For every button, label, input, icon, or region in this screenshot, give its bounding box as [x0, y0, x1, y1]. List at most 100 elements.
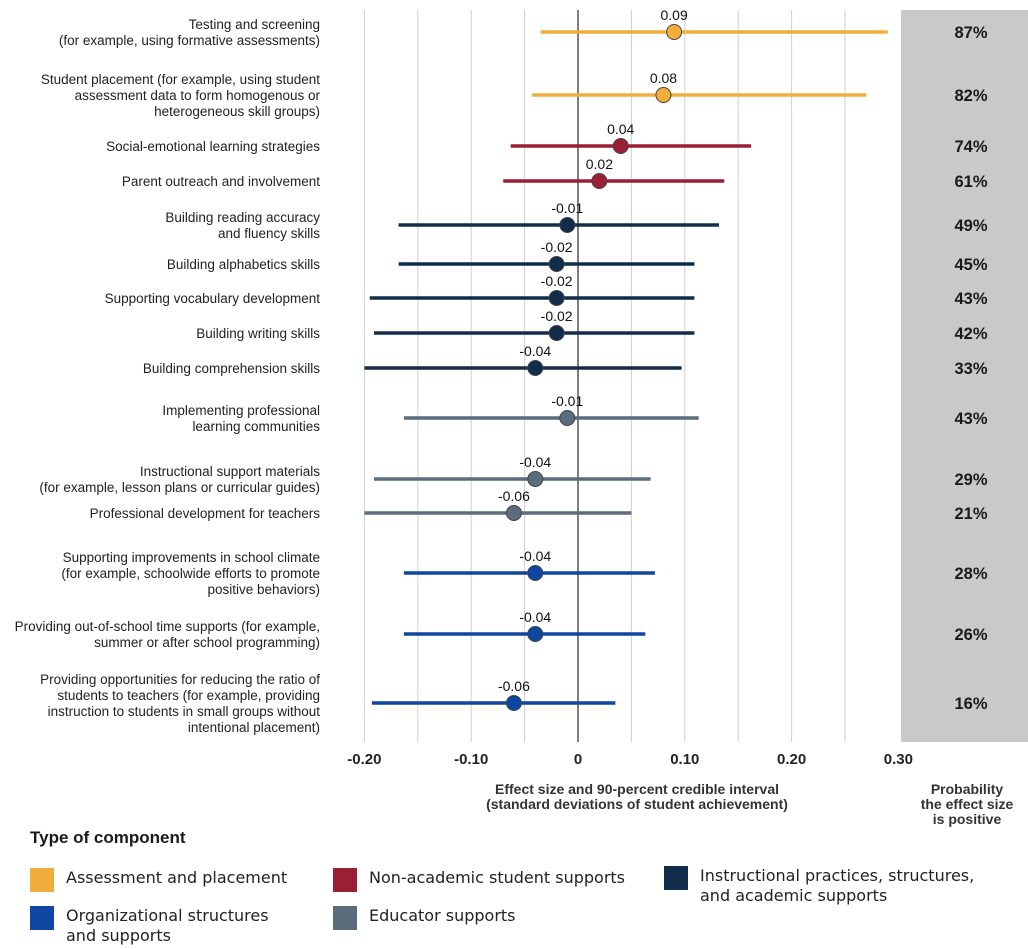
legend-item-assessment: Assessment and placement	[30, 868, 287, 892]
probability-value: 21%	[954, 505, 987, 523]
row-label: Providing opportunities for reducing the…	[40, 672, 320, 735]
point-estimate	[527, 565, 544, 581]
legend-label-nonacademic: Non-academic student supports	[369, 868, 626, 887]
point-estimate	[666, 24, 683, 40]
x-tick-label: 0.30	[884, 751, 913, 768]
point-estimate	[527, 360, 544, 376]
legend-label-assessment: Assessment and placement	[66, 868, 288, 887]
x-tick-label: 0	[574, 751, 582, 768]
forest-row: Providing out-of-school time supports (f…	[15, 609, 988, 650]
forest-row: Student placement (for example, using st…	[41, 70, 988, 119]
row-label: Building comprehension skills	[143, 361, 320, 376]
estimate-label: -0.02	[541, 308, 573, 324]
probability-value: 26%	[954, 626, 987, 644]
legend-item-educator: Educator supports	[333, 906, 516, 930]
probability-value: 61%	[954, 173, 987, 191]
row-label: Providing out-of-school time supports (f…	[15, 619, 320, 650]
forest-row: Supporting vocabulary development -0.02 43…	[105, 273, 988, 308]
row-label: Testing and screening (for example, using…	[59, 17, 320, 48]
estimate-label: -0.01	[551, 393, 583, 409]
row-label: Parent outreach and involvement	[122, 174, 320, 189]
probability-value: 16%	[954, 695, 987, 713]
probability-value: 87%	[954, 24, 987, 42]
probability-value: 49%	[954, 217, 987, 235]
forest-row: Implementing professional learning commun…	[162, 393, 987, 434]
legend-label-instructional: Instructional practices, structures, and …	[700, 866, 975, 905]
estimate-label: 0.08	[650, 70, 677, 86]
estimate-label: -0.06	[498, 488, 530, 504]
x-tick-label: 0.10	[670, 751, 699, 768]
point-estimate	[505, 505, 522, 521]
legend-swatch-nonacademic	[333, 868, 357, 892]
estimate-label: 0.02	[586, 156, 613, 172]
point-estimate	[655, 87, 672, 103]
point-estimate	[505, 695, 522, 711]
x-tick-label: 0.20	[777, 751, 806, 768]
probability-value: 33%	[954, 360, 987, 378]
point-estimate	[591, 173, 608, 189]
probability-value: 45%	[954, 256, 987, 274]
point-estimate	[548, 325, 565, 341]
forest-row: Supporting improvements in school climat…	[61, 548, 987, 597]
forest-row: Social-emotional learning strategies 0.04…	[106, 121, 988, 156]
probability-value: 82%	[954, 87, 987, 105]
forest-plot: -0.20 -0.10 0 0.10 0.20 0.30 Effect size and 9…	[15, 7, 1028, 827]
probability-value: 43%	[954, 290, 987, 308]
forest-row: Building writing skills -0.02 42%	[196, 308, 988, 343]
x-axis-title: Effect size and 90-percent credible inte…	[486, 781, 788, 812]
probability-value: 43%	[954, 410, 987, 428]
row-label: Professional development for teachers	[90, 506, 321, 521]
x-tick-label: -0.10	[454, 751, 488, 768]
estimate-label: -0.04	[519, 343, 551, 359]
point-estimate	[527, 471, 544, 487]
point-estimate	[548, 256, 565, 272]
probability-header: Probability the effect size is positive	[921, 781, 1014, 827]
probability-panel	[901, 10, 1028, 742]
estimate-label: 0.04	[607, 121, 634, 137]
estimate-label: -0.02	[541, 273, 573, 289]
row-label: Building alphabetics skills	[167, 257, 320, 272]
legend-swatch-educator	[333, 906, 357, 930]
point-estimate	[559, 217, 576, 233]
legend-title: Type of component	[30, 828, 186, 847]
forest-row: Testing and screening (for example, using…	[59, 7, 988, 48]
forest-row: Professional development for teachers -0.…	[90, 488, 988, 523]
row-label: Supporting vocabulary development	[105, 291, 321, 306]
estimate-label: -0.04	[519, 609, 551, 625]
row-label: Implementing professional learning commun…	[162, 403, 320, 434]
row-label: Social-emotional learning strategies	[106, 139, 320, 154]
point-estimate	[559, 410, 576, 426]
legend-item-nonacademic: Non-academic student supports	[333, 868, 625, 892]
legend: Type of component Assessment and placeme…	[30, 828, 1020, 949]
row-label: Instructional support materials (for exam…	[39, 464, 320, 495]
row-label: Building writing skills	[196, 326, 320, 341]
legend-label-organizational: Organizational structures and supports	[66, 906, 269, 945]
estimate-label: -0.01	[551, 200, 583, 216]
point-estimate	[612, 138, 629, 154]
estimate-label: 0.09	[660, 7, 687, 23]
forest-row: Parent outreach and involvement 0.02 61%	[122, 156, 988, 191]
estimate-label: -0.04	[519, 454, 551, 470]
forest-row: Providing opportunities for reducing the…	[40, 672, 988, 735]
forest-row: Building alphabetics skills -0.02 45%	[167, 239, 988, 274]
row-label: Building reading accuracy and fluency ski…	[165, 210, 320, 241]
forest-row: Instructional support materials (for exam…	[39, 454, 987, 495]
probability-value: 29%	[954, 471, 987, 489]
estimate-label: -0.06	[498, 678, 530, 694]
row-label: Supporting improvements in school climat…	[61, 550, 320, 597]
legend-swatch-organizational	[30, 906, 54, 930]
forest-row: Building comprehension skills -0.04 33%	[143, 343, 988, 378]
point-estimate	[548, 290, 565, 306]
legend-swatch-assessment	[30, 868, 54, 892]
forest-row: Building reading accuracy and fluency ski…	[165, 200, 987, 241]
point-estimate	[527, 626, 544, 642]
probability-value: 74%	[954, 138, 987, 156]
legend-swatch-instructional	[664, 866, 688, 890]
estimate-label: -0.02	[541, 239, 573, 255]
legend-label-educator: Educator supports	[369, 906, 516, 925]
probability-value: 42%	[954, 325, 987, 343]
estimate-label: -0.04	[519, 548, 551, 564]
legend-item-instructional: Instructional practices, structures, and …	[664, 866, 974, 906]
legend-item-organizational: Organizational structures and supports	[30, 906, 269, 946]
probability-value: 28%	[954, 565, 987, 583]
